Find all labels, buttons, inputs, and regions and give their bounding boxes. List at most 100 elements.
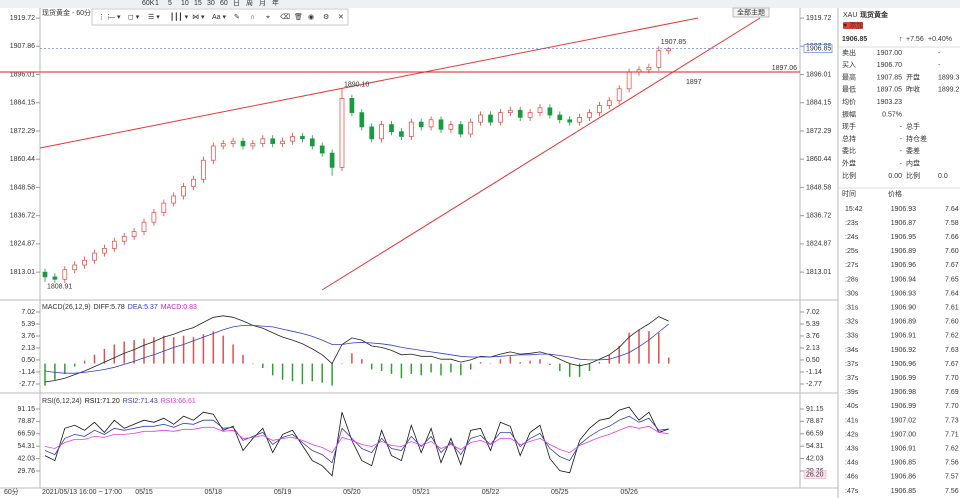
theme-button-label[interactable]: 全部主题 [737, 7, 765, 16]
tool-eye[interactable]: ◉ [308, 14, 314, 21]
tick-change: 7.70 [945, 403, 959, 410]
tool-text[interactable]: Aa ▾ [212, 14, 227, 21]
macd-bar [262, 363, 264, 369]
legend-entry: MACD:0.83 [161, 304, 197, 311]
toolbar-item[interactable]: 1 [155, 0, 159, 7]
add-button-icon[interactable]: ♥ 添加 [843, 20, 863, 29]
candle-body [646, 67, 652, 71]
quote-label: 比例 [906, 171, 920, 180]
tick-time: :27s [845, 262, 859, 269]
quote-value: - [900, 161, 903, 168]
macd-bar [232, 344, 234, 364]
tool-line[interactable]: — ▾ [108, 14, 121, 21]
tool-pen[interactable]: ✎ [234, 14, 240, 21]
y-tick-label: 1919.72 [10, 15, 35, 22]
macd-bar [44, 363, 46, 386]
tick-price: 1906.96 [891, 262, 916, 269]
candle-body [438, 119, 444, 130]
tick-price: 1906.92 [891, 347, 916, 354]
quote-value: - [938, 50, 941, 57]
candle-body [280, 140, 285, 144]
macd-bar [648, 331, 650, 364]
toolbar-item[interactable]: 10 [181, 0, 189, 7]
tool-fib[interactable]: ☰ ▾ [148, 14, 160, 21]
tool-eraser[interactable]: ⌫ [280, 13, 290, 21]
legend-entry: RSI2:71.43 [123, 398, 158, 405]
macd-bar [331, 363, 333, 386]
toolbar-item[interactable]: 日 [233, 0, 240, 7]
x-tick-label: 05/22 [482, 489, 500, 496]
tick-time: :44s [845, 460, 859, 467]
tick-change: 7.71 [945, 431, 959, 438]
candle-body [171, 195, 177, 204]
quote-bg [839, 8, 960, 498]
candle-body [52, 276, 58, 280]
macd-bar [172, 337, 175, 364]
tool-delete[interactable]: 🗑 [294, 12, 303, 21]
tool-ruler[interactable]: ⌖ [266, 14, 270, 21]
macd-bar [529, 360, 531, 364]
tool-pattern[interactable]: ⋈ ▾ [192, 14, 205, 21]
x-tick-label: 05/20 [343, 489, 361, 496]
quote-label: 最低 [842, 85, 856, 94]
tick-change: 7.64 [945, 290, 959, 297]
candle-body [527, 112, 533, 118]
macd-bar [539, 359, 541, 364]
y-tick-label: 29.76 [17, 468, 35, 475]
candle-body [309, 138, 315, 147]
tool-gann[interactable]: ┃┃┃ ▾ [170, 12, 189, 21]
quote-label: 外盘 [842, 159, 856, 168]
quote-pct: +0.40% [928, 36, 952, 43]
candle-body [537, 107, 543, 113]
candle-body [577, 117, 582, 123]
toolbar-item[interactable]: 60 [220, 0, 228, 7]
tool-shape[interactable]: ◻ ▾ [128, 14, 140, 21]
macd-bar [123, 341, 125, 364]
candle-body [408, 121, 414, 137]
quote-value: - [900, 124, 903, 131]
candle-body [201, 159, 206, 180]
y-tick-label: 7.02 [21, 309, 35, 316]
macd-bar [83, 360, 86, 364]
theme-button[interactable] [732, 7, 770, 18]
macd-bar [578, 363, 581, 377]
candle-body [300, 136, 305, 140]
last-price-box [803, 44, 833, 53]
toolbar-item[interactable]: 5 [168, 0, 172, 7]
x-tick-label: 05/18 [205, 489, 223, 496]
legend-entry: DEA:5.37 [128, 304, 158, 311]
drawing-toolbar: ⋮⋮ — ▾ ◻ ▾ ☰ ▾ ┃┃┃ ▾ ⋈ ▾ Aa ▾ ✎ ∩ ⌖ ⌫ 🗑 … [91, 8, 349, 26]
macd-bar [301, 363, 304, 385]
toolbar-item[interactable]: 15 [194, 0, 202, 7]
candle-body [597, 105, 602, 113]
quote-code: XAU [843, 12, 857, 19]
macd-bar [479, 362, 482, 364]
tick-change: 7.64 [945, 206, 959, 213]
toolbar-item[interactable]: 周 [246, 0, 253, 7]
tool-close[interactable]: ✕ [338, 14, 344, 21]
tool-magnet[interactable]: ∩ [250, 14, 255, 21]
toolbar-item[interactable]: 30 [207, 0, 215, 7]
toolbar-item[interactable]: 月 [259, 0, 266, 7]
tick-price: 1907.00 [891, 431, 916, 438]
quote-label: 昨收 [906, 85, 920, 94]
y-tick-label: 1884.15 [806, 100, 831, 107]
tick-time: :46s [845, 474, 859, 481]
tick-change: 7.57 [945, 474, 959, 481]
candle-body [418, 121, 424, 128]
quote-panel: XAU 现货黄金 ♥ 添加 1906.85 ↑ +7.56 +0.40% [839, 8, 960, 498]
y-tick-label: 1884.15 [10, 100, 35, 107]
toolbar-item[interactable]: 年 [272, 0, 279, 7]
tick-price: 1906.94 [891, 276, 916, 283]
tick-change: 7.63 [945, 347, 959, 354]
candle-body [488, 114, 493, 123]
tool-handle[interactable]: ⋮⋮ [98, 14, 112, 21]
toolbar-item[interactable]: 60K [142, 0, 155, 7]
tool-settings[interactable]: ⚙ [323, 13, 329, 21]
tick-time: :23s [845, 220, 859, 227]
up-arrow: ↑ [899, 36, 903, 43]
macd-bar [667, 357, 670, 364]
add-button[interactable] [843, 22, 863, 29]
tick-time: :42s [845, 431, 859, 438]
macd-bar [380, 363, 383, 371]
